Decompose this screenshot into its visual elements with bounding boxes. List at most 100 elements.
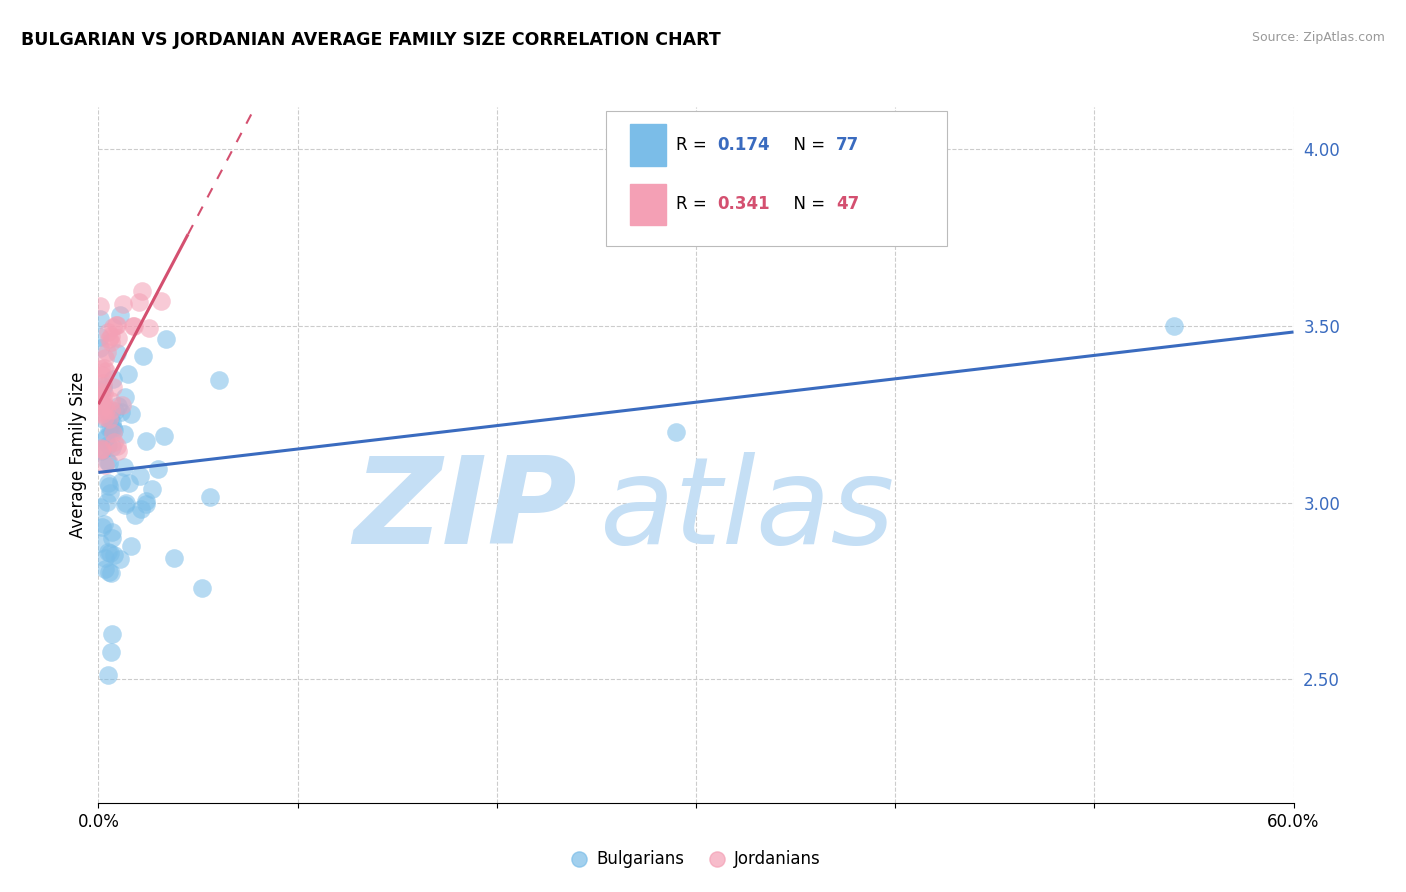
Y-axis label: Average Family Size: Average Family Size	[69, 372, 87, 538]
Point	[135, 497, 157, 511]
Point	[101, 319, 124, 334]
Point	[114, 498, 136, 512]
Text: R =: R =	[676, 195, 711, 213]
FancyBboxPatch shape	[630, 184, 666, 226]
Point	[100, 334, 122, 349]
Point	[89, 384, 111, 399]
Point	[155, 333, 177, 347]
Point	[103, 426, 125, 441]
Point	[91, 376, 114, 390]
Point	[107, 444, 129, 458]
Text: atlas: atlas	[600, 452, 896, 569]
Point	[101, 372, 124, 386]
Point	[98, 421, 121, 435]
Point	[96, 454, 118, 468]
Point	[94, 551, 117, 566]
Point	[104, 404, 127, 418]
Text: Source: ZipAtlas.com: Source: ZipAtlas.com	[1251, 31, 1385, 45]
Point	[101, 415, 124, 429]
Point	[138, 321, 160, 335]
Text: R =: R =	[676, 136, 711, 154]
Point	[103, 423, 125, 437]
Point	[100, 393, 122, 408]
Point	[93, 562, 115, 576]
Point	[100, 421, 122, 435]
Point	[128, 295, 150, 310]
Point	[198, 490, 221, 504]
Point	[90, 398, 112, 412]
Point	[90, 362, 112, 376]
Point	[97, 326, 120, 340]
Point	[101, 421, 124, 435]
Text: N =: N =	[783, 136, 831, 154]
Point	[89, 500, 111, 514]
Point	[111, 297, 134, 311]
Point	[93, 351, 115, 366]
Point	[100, 485, 122, 500]
Point	[90, 442, 112, 457]
Point	[100, 566, 122, 581]
Point	[110, 475, 132, 490]
Point	[665, 425, 688, 439]
Point	[107, 399, 129, 413]
Point	[90, 441, 112, 455]
Text: 0.341: 0.341	[717, 195, 770, 213]
Point	[98, 547, 121, 561]
Point	[124, 508, 146, 522]
Point	[149, 293, 172, 308]
Point	[108, 552, 131, 566]
Point	[93, 383, 115, 397]
Point	[122, 318, 145, 333]
Point	[96, 495, 118, 509]
Point	[93, 361, 115, 376]
Point	[89, 311, 111, 326]
Point	[97, 668, 120, 682]
Point	[91, 393, 114, 408]
Point	[93, 516, 115, 531]
Text: ZIP: ZIP	[353, 452, 576, 569]
Point	[89, 536, 111, 550]
Point	[101, 380, 124, 394]
Point	[89, 381, 111, 395]
Point	[91, 408, 114, 422]
Point	[163, 551, 186, 566]
Point	[101, 525, 124, 540]
Point	[100, 328, 122, 343]
Point	[114, 390, 136, 404]
Point	[91, 378, 114, 392]
Point	[100, 403, 122, 417]
Point	[104, 318, 127, 332]
Point	[103, 548, 125, 562]
Point	[107, 331, 129, 345]
Text: 77: 77	[835, 136, 859, 154]
Point	[110, 309, 132, 323]
Point	[100, 411, 122, 425]
Point	[122, 318, 145, 333]
Point	[117, 367, 139, 381]
Point	[107, 439, 129, 453]
Point	[141, 483, 163, 497]
Point	[97, 475, 120, 490]
Point	[89, 330, 111, 344]
Point	[89, 299, 111, 313]
Point	[93, 386, 115, 401]
Point	[100, 440, 122, 454]
Point	[90, 444, 112, 458]
Point	[94, 432, 117, 446]
Point	[101, 627, 124, 641]
Point	[96, 344, 118, 359]
Point	[98, 456, 121, 470]
Text: BULGARIAN VS JORDANIAN AVERAGE FAMILY SIZE CORRELATION CHART: BULGARIAN VS JORDANIAN AVERAGE FAMILY SI…	[21, 31, 721, 49]
Point	[105, 346, 128, 360]
Point	[91, 442, 114, 456]
Point	[90, 368, 112, 382]
Point	[100, 644, 122, 658]
Point	[207, 373, 229, 387]
Point	[97, 332, 120, 346]
Point	[120, 407, 142, 421]
Point	[112, 460, 135, 475]
Point	[110, 405, 132, 419]
Point	[94, 410, 117, 425]
Point	[115, 496, 138, 510]
Text: 47: 47	[835, 195, 859, 213]
